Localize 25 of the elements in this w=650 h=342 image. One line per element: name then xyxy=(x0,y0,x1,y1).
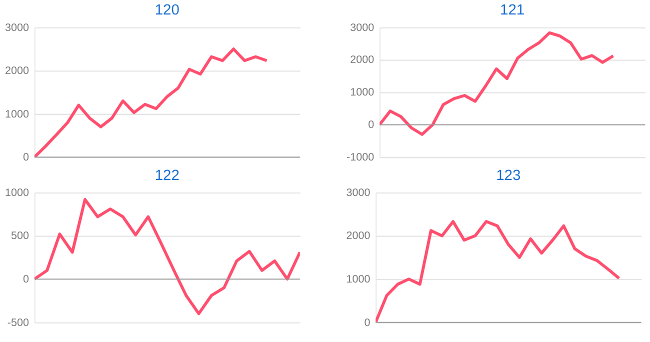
y-tick-label: 1000 xyxy=(346,274,370,286)
chart-title: 123 xyxy=(496,168,521,184)
line-series xyxy=(34,198,300,316)
y-tick-label: 2000 xyxy=(346,230,370,242)
y-tick-label: 3000 xyxy=(4,22,30,34)
y-tick-label: 1000 xyxy=(350,86,374,99)
y-tick-label: 2000 xyxy=(4,65,30,78)
y-tick-label: 2000 xyxy=(350,54,374,66)
y-tick-label: 0 xyxy=(22,274,30,286)
y-tick-label: 1000 xyxy=(4,108,30,120)
y-tick-label: 1000 xyxy=(4,186,30,199)
y-tick-label: 0 xyxy=(364,316,370,329)
y-tick-label: 0 xyxy=(368,119,374,132)
chart-title: 122 xyxy=(154,168,180,184)
chart-title: 121 xyxy=(500,2,525,19)
y-tick-label: -500 xyxy=(7,316,30,329)
y-tick-label: 500 xyxy=(10,230,30,242)
y-tick-label: -1000 xyxy=(346,152,374,164)
y-tick-label: 3000 xyxy=(346,186,370,199)
y-tick-label: 0 xyxy=(22,152,30,164)
line-series xyxy=(380,31,615,136)
line-series xyxy=(34,47,268,158)
y-tick-label: 3000 xyxy=(350,22,374,34)
chart-title: 120 xyxy=(154,2,180,19)
line-series xyxy=(376,220,620,322)
